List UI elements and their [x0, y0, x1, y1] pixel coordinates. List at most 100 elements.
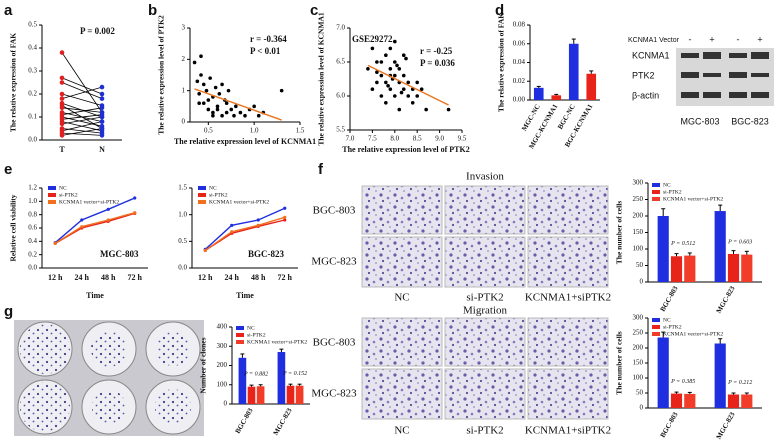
- y-tick-label: 0.02: [513, 77, 526, 85]
- y-tick-label: 0.8: [28, 210, 37, 218]
- point: [375, 80, 379, 85]
- annotation: P = 0.036: [420, 58, 455, 68]
- marker: [256, 218, 260, 222]
- image-grid: [361, 185, 609, 420]
- panel-letter: d: [495, 2, 504, 19]
- marker: [133, 196, 137, 200]
- legend-label: NC: [59, 185, 67, 191]
- marker: [80, 218, 84, 222]
- colony-dishes: [14, 320, 204, 436]
- point: [201, 82, 206, 87]
- point: [234, 104, 238, 109]
- point: [256, 113, 261, 118]
- point: [401, 73, 406, 78]
- y-tick-label: 250: [633, 195, 644, 203]
- legend-swatch: [48, 186, 56, 190]
- annotation: P = 0.603: [727, 239, 752, 245]
- blot-group: BGC-823: [731, 116, 769, 126]
- bar: [533, 87, 544, 100]
- legend-swatch: [236, 340, 244, 344]
- pair-line: [61, 86, 103, 99]
- trend-line: [194, 88, 282, 121]
- legend-swatch: [652, 183, 660, 187]
- marker: [53, 241, 57, 245]
- annotation: r = -0.25: [420, 46, 453, 56]
- bar: [657, 337, 669, 408]
- y-axis-label: The number of cells: [615, 331, 624, 394]
- marker: [203, 248, 207, 252]
- x-tick-label: 48 h: [101, 273, 116, 282]
- y-tick-label: 0.08: [513, 21, 526, 29]
- y-tick-label: 0: [182, 118, 186, 126]
- bar: [277, 352, 286, 404]
- point: [399, 90, 404, 95]
- y-tick-label: 400: [217, 323, 228, 331]
- legend-label: si-PTK2: [59, 192, 78, 198]
- x-axis-label: The relative expression level of PTK2: [342, 145, 469, 154]
- y-tick-label: 0.1: [28, 113, 37, 121]
- bar: [286, 385, 295, 404]
- y-tick-label: 150: [633, 359, 644, 367]
- point: [401, 87, 406, 91]
- pair-line: [61, 128, 103, 136]
- point: [206, 98, 211, 102]
- point: [99, 133, 105, 138]
- legend-label: NC: [663, 182, 671, 188]
- pair-line: [61, 93, 103, 106]
- point: [415, 94, 420, 98]
- point: [59, 75, 65, 81]
- legend-label: NC: [209, 185, 217, 191]
- legend-swatch: [48, 193, 56, 197]
- y-tick-label: 0.2: [28, 250, 37, 258]
- point: [197, 92, 201, 96]
- row-label: MGC-823: [311, 388, 357, 400]
- x-tick-label: BGC-803: [234, 406, 255, 435]
- point: [220, 82, 224, 87]
- row-label: BGC-803: [313, 337, 356, 349]
- annotation: P = 0.212: [727, 380, 752, 386]
- annotation: P = 0.002: [80, 26, 115, 36]
- legend-label: NC: [247, 325, 255, 331]
- panel-letters: a b c d e f g: [4, 2, 504, 320]
- row-label: MGC-823: [311, 256, 357, 268]
- x-tick-label: 12 h: [48, 273, 63, 282]
- point: [208, 76, 212, 80]
- y-tick-label: 1.0: [28, 197, 37, 205]
- x-tick-label: 24 h: [225, 273, 240, 282]
- point: [397, 107, 402, 112]
- series-line: [54, 197, 136, 244]
- legend-swatch: [652, 325, 660, 329]
- x-axis-label: Time: [86, 291, 104, 300]
- panel-letter: e: [4, 161, 12, 178]
- lane-label: -: [737, 34, 740, 44]
- annotation: BGC-823: [248, 249, 285, 259]
- legend-label: KCNMA1 vector+si-PTK2: [59, 199, 119, 205]
- x-tick-label: 9.5: [458, 135, 467, 143]
- pair-line: [61, 132, 103, 136]
- point: [217, 92, 222, 96]
- series-line: [204, 219, 285, 251]
- point: [384, 80, 388, 85]
- bar: [670, 393, 683, 408]
- bar: [714, 211, 726, 282]
- point: [201, 101, 206, 105]
- y-tick-label: 300: [633, 314, 644, 322]
- x-tick-label: MGC-823: [715, 410, 737, 440]
- col-label: NC: [394, 292, 409, 304]
- point: [215, 107, 220, 112]
- point: [424, 107, 428, 112]
- y-tick-label: 0.00: [513, 96, 526, 104]
- legend-label: si-PTK2: [663, 189, 682, 195]
- y-axis-label: Relative cell viability: [9, 194, 18, 261]
- y-tick-label: 0.5: [178, 237, 187, 245]
- bar: [670, 256, 683, 282]
- y-axis-label: The number of cells: [615, 201, 624, 264]
- y-tick-label: 100: [633, 374, 644, 382]
- point: [197, 101, 201, 105]
- annotation: P = 0.512: [670, 241, 695, 247]
- series-line: [204, 216, 285, 251]
- marker: [283, 206, 287, 210]
- y-tick-label: 0.2: [28, 90, 37, 98]
- y-tick-label: 0.0: [28, 264, 37, 272]
- legend-swatch: [198, 200, 206, 204]
